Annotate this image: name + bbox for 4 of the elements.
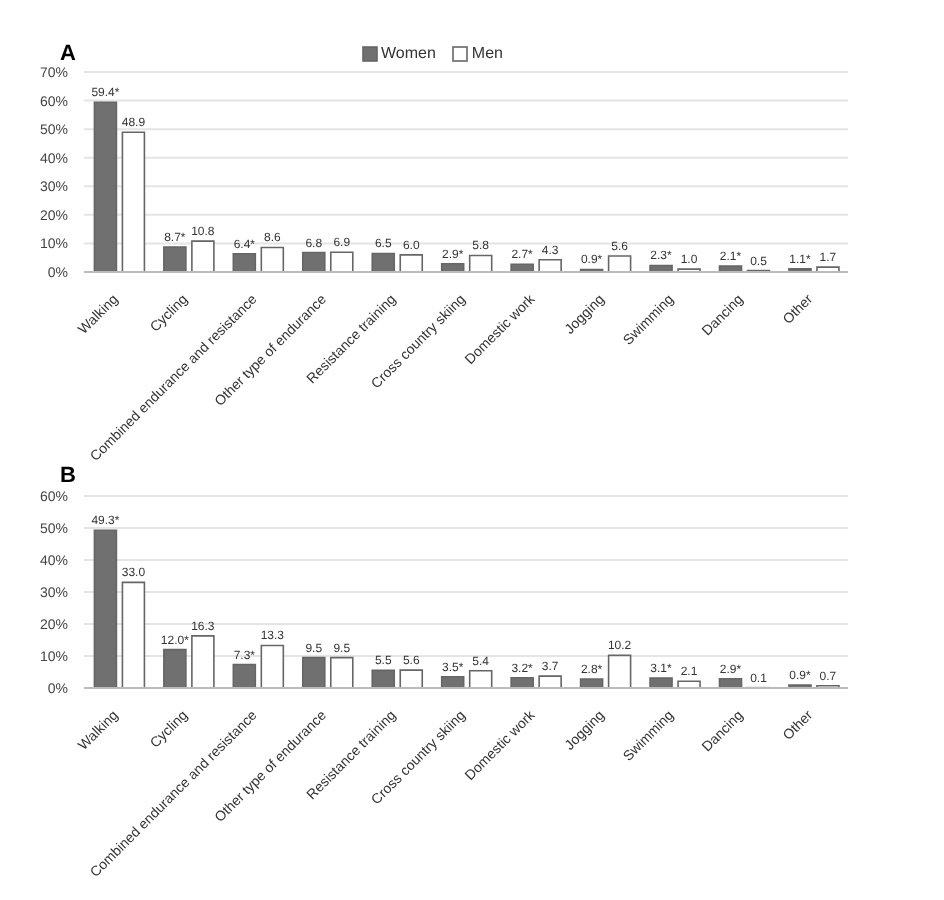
- legend-label: Men: [469, 44, 503, 62]
- chart-title: A: [60, 42, 76, 66]
- legend-label: Women: [379, 44, 436, 62]
- chart-title: B: [60, 464, 76, 488]
